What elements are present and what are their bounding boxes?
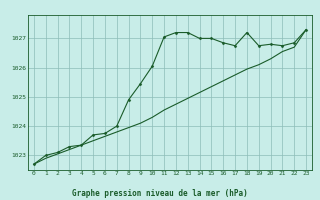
Text: Graphe pression niveau de la mer (hPa): Graphe pression niveau de la mer (hPa) bbox=[72, 189, 248, 198]
